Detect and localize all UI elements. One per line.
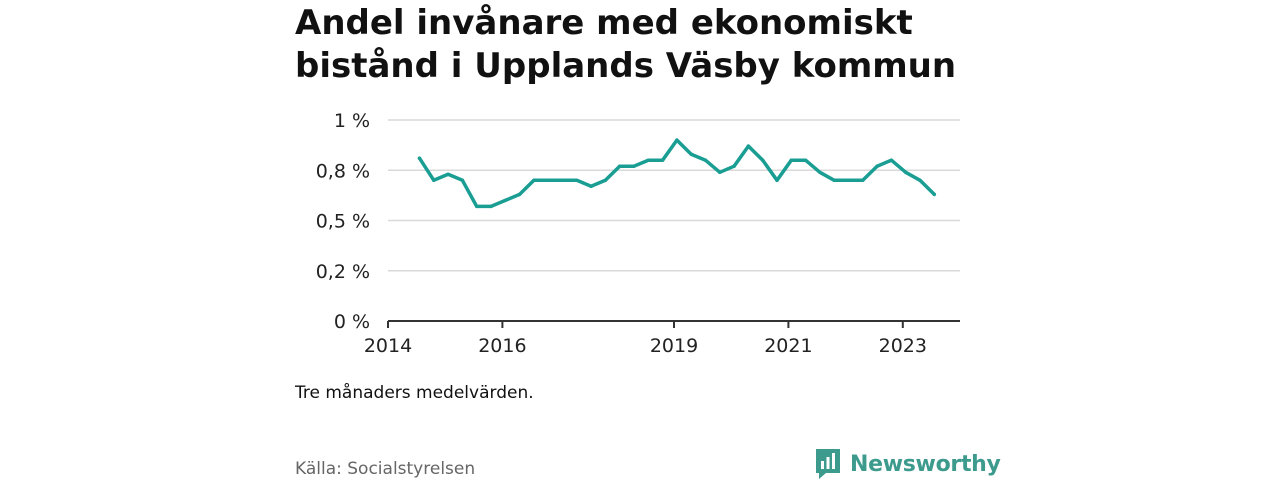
data-point — [932, 192, 936, 197]
x-axis: 2014 2016 2019 2021 2023 — [364, 320, 960, 357]
data-point — [517, 192, 522, 197]
data-point — [460, 178, 465, 182]
brand-logo[interactable]: Newsworthy — [814, 447, 1001, 481]
chart-note: Tre månaders medelvärden. — [295, 383, 534, 403]
data-point — [846, 178, 851, 182]
series-line — [417, 138, 937, 209]
data-point — [532, 178, 536, 182]
data-point — [875, 164, 879, 168]
x-tick-label: 2014 — [364, 335, 412, 357]
data-point — [432, 178, 436, 182]
data-point — [660, 158, 665, 162]
x-tick-label: 2016 — [478, 335, 526, 357]
chart-title: Andel invånare med ekonomiskt bistånd i … — [295, 3, 957, 86]
data-point — [575, 178, 579, 182]
x-tick-label: 2019 — [650, 335, 698, 357]
data-point — [617, 164, 622, 168]
source-text: Källa: Socialstyrelsen — [295, 459, 476, 479]
data-point — [417, 156, 422, 160]
y-tick-label: 0,5 % — [316, 211, 370, 233]
data-point — [703, 158, 708, 162]
gridlines — [388, 119, 960, 272]
data-point — [889, 158, 894, 162]
data-point — [489, 204, 493, 209]
data-point — [861, 178, 865, 182]
data-point — [646, 158, 650, 162]
brand-name: Newsworthy — [850, 451, 1001, 477]
data-point — [560, 178, 565, 182]
data-point — [918, 178, 922, 182]
data-point — [818, 170, 822, 174]
data-point — [632, 164, 636, 168]
data-point — [746, 144, 751, 148]
x-tick-label: 2021 — [764, 335, 812, 357]
y-tick-label: 1 % — [334, 110, 370, 132]
data-point — [546, 178, 550, 182]
data-point — [732, 164, 736, 168]
y-tick-label: 0 % — [334, 311, 370, 333]
x-tick-label: 2023 — [879, 335, 927, 357]
data-point — [589, 184, 593, 189]
y-axis-ticks: 0 % 0,2 % 0,5 % 0,8 % 1 % — [316, 110, 370, 333]
newsworthy-logo-icon — [816, 449, 840, 479]
data-point — [789, 158, 793, 162]
data-point — [903, 170, 908, 174]
data-point — [503, 198, 507, 203]
data-point — [803, 158, 808, 162]
y-tick-label: 0,2 % — [316, 261, 370, 283]
data-point — [446, 172, 450, 176]
data-point — [474, 204, 479, 209]
series-layer — [417, 138, 937, 209]
data-point — [718, 170, 722, 174]
y-tick-label: 0,8 % — [316, 160, 370, 182]
data-point — [832, 178, 836, 182]
data-point — [603, 178, 608, 182]
data-point — [689, 152, 693, 156]
data-point — [775, 178, 779, 182]
data-point — [675, 138, 679, 142]
data-point — [760, 158, 765, 162]
